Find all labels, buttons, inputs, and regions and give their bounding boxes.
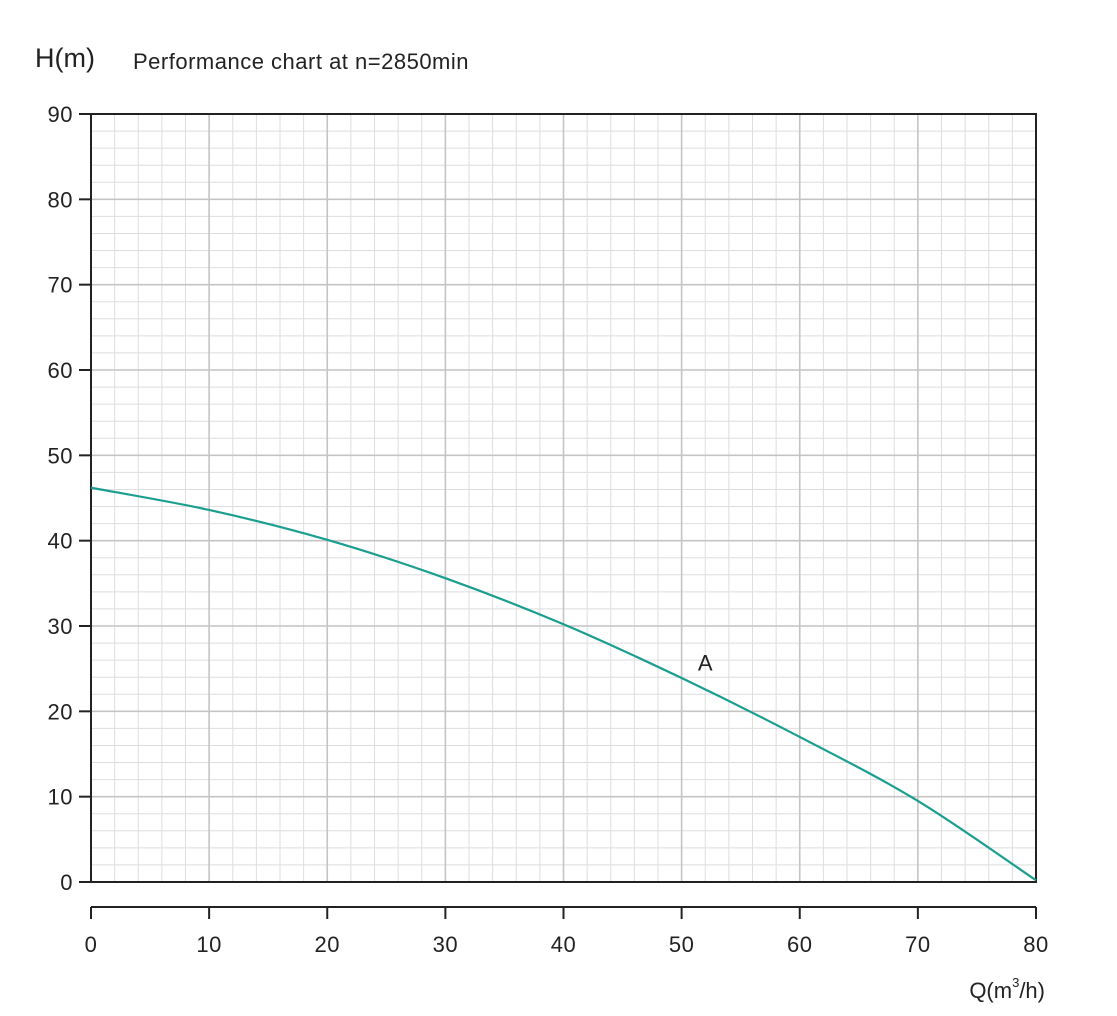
x-axis-label-suffix: /h) — [1019, 978, 1045, 1003]
x-tick-label: 80 — [1023, 932, 1048, 957]
axes — [79, 113, 1037, 919]
x-axis-label: Q(m3/h) — [969, 975, 1045, 1003]
grid — [90, 113, 1037, 883]
y-tick-label: 0 — [60, 870, 73, 895]
y-tick-label: 20 — [48, 699, 73, 724]
y-tick-label: 80 — [48, 187, 73, 212]
y-axis-label: H(m) — [35, 43, 95, 73]
y-tick-label: 40 — [48, 529, 73, 554]
x-tick-label: 30 — [433, 932, 458, 957]
tick-labels: 0 10 20 30 40 50 60 70 80 90 0 10 20 30 40 50 60 70 80 — [48, 102, 1049, 957]
x-tick-label: 40 — [551, 932, 576, 957]
x-tick-label: 50 — [669, 932, 694, 957]
x-tick-label: 70 — [905, 932, 930, 957]
chart-title: Performance chart at n=2850min — [133, 49, 469, 74]
x-axis-label-prefix: Q(m — [969, 978, 1012, 1003]
curve-annotation-label: A — [698, 651, 713, 676]
y-tick-label: 50 — [48, 443, 73, 468]
x-tick-label: 20 — [315, 932, 340, 957]
y-tick-label: 10 — [48, 785, 73, 810]
y-tick-label: 30 — [48, 614, 73, 639]
y-tick-label: 90 — [48, 102, 73, 127]
x-tick-label: 60 — [787, 932, 812, 957]
x-tick-label: 10 — [196, 932, 221, 957]
y-tick-label: 70 — [48, 273, 73, 298]
x-axis-label-superscript: 3 — [1012, 975, 1019, 990]
plot-frame — [90, 113, 1037, 883]
series-line-a — [90, 486, 1037, 882]
y-tick-label: 60 — [48, 358, 73, 383]
x-tick-label: 0 — [85, 932, 98, 957]
series — [90, 486, 1037, 882]
